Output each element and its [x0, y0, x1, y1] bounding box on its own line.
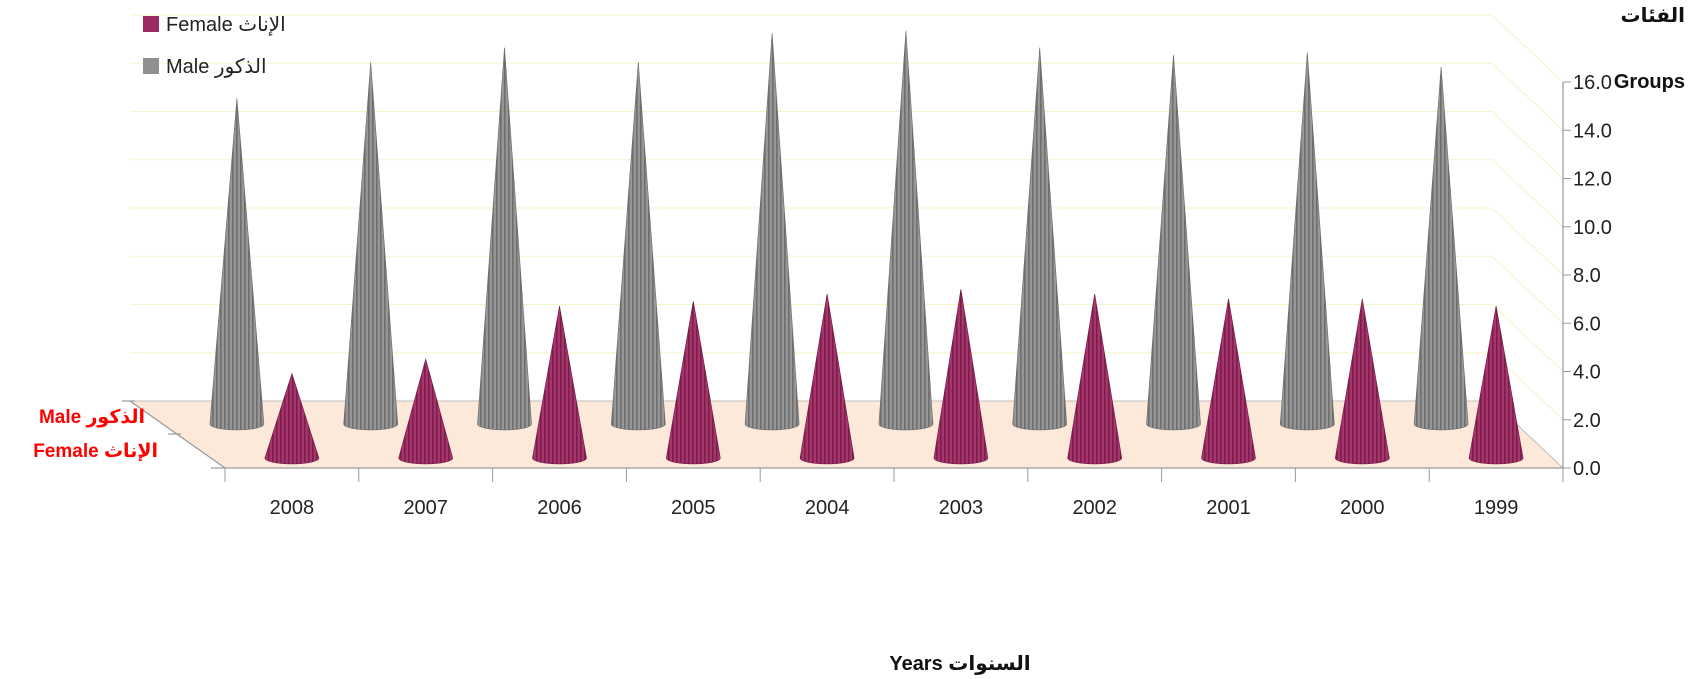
x-tick-label: 1999 — [1474, 497, 1519, 519]
female-cone — [1067, 293, 1123, 465]
male-series — [209, 30, 1469, 431]
x-axis-title: السنوات Years — [889, 653, 1030, 675]
male-cone — [1012, 47, 1068, 431]
y-tick-label: 4.0 — [1573, 362, 1601, 384]
gridline-side — [1491, 207, 1564, 276]
legend: الإناث Female الذكور Male — [143, 14, 286, 78]
female-cone — [665, 301, 721, 465]
gridline-side — [1491, 159, 1564, 228]
x-tick-label: 2003 — [939, 497, 984, 519]
male-cone — [1279, 52, 1335, 431]
female-cone — [799, 293, 855, 465]
x-tick-label: 2002 — [1072, 497, 1117, 519]
x-tick-label: 2004 — [805, 497, 850, 519]
y-axis-title-en: Groups — [1614, 71, 1685, 93]
x-tick-label: 2007 — [403, 497, 448, 519]
y-tick-label: 14.0 — [1573, 120, 1612, 142]
legend-swatch-male — [143, 58, 159, 74]
male-cone — [1413, 66, 1469, 431]
legend-swatch-female — [143, 16, 159, 32]
y-tick-label: 12.0 — [1573, 169, 1612, 191]
male-cone — [1146, 54, 1201, 431]
gridline-side — [1491, 62, 1564, 131]
legend-label-male: الذكور Male — [166, 56, 267, 78]
female-cone — [1468, 305, 1524, 465]
x-tick-label: 2008 — [270, 497, 315, 519]
x-tick-label: 2001 — [1206, 497, 1251, 519]
y-ticks: 0.0 2.0 4.0 6.0 8.0 10.0 12.0 14.0 16.0 — [1563, 72, 1612, 480]
y-tick-label: 6.0 — [1573, 313, 1601, 335]
male-cone — [610, 62, 666, 431]
female-cone — [1201, 298, 1256, 465]
gridline-side — [1491, 304, 1564, 372]
depth-label-male: الذكور Male — [39, 407, 145, 428]
female-cone — [398, 357, 454, 465]
gridline-side — [1491, 111, 1564, 179]
x-tick-label: 2005 — [671, 497, 716, 519]
female-cone — [1334, 298, 1390, 465]
y-axis-title-ar: الفئات — [1620, 5, 1685, 27]
x-ticks: 2008 2007 2006 2005 2004 2003 2002 2001 2000 1999 — [224, 468, 1564, 519]
male-cone — [477, 47, 532, 431]
x-tick-label: 2000 — [1340, 497, 1385, 519]
female-cone — [532, 305, 587, 465]
female-cone — [264, 372, 320, 465]
x-tick-label: 2006 — [537, 497, 582, 519]
female-series — [264, 289, 1524, 465]
depth-label-female: الإناث Female — [33, 441, 158, 462]
legend-label-female: الإناث Female — [166, 14, 286, 36]
y-tick-label: 8.0 — [1573, 265, 1601, 287]
male-cone — [209, 98, 265, 431]
y-tick-label: 10.0 — [1573, 217, 1612, 239]
male-cone — [343, 62, 399, 431]
gridline-side — [1491, 255, 1564, 324]
y-tick-label: 2.0 — [1573, 410, 1601, 432]
male-cone — [744, 33, 800, 431]
female-cone — [933, 289, 989, 465]
gridline-side — [1491, 14, 1564, 83]
y-tick-label: 16.0 — [1573, 72, 1612, 94]
y-tick-label: 0.0 — [1573, 458, 1601, 480]
male-cone — [878, 30, 934, 431]
